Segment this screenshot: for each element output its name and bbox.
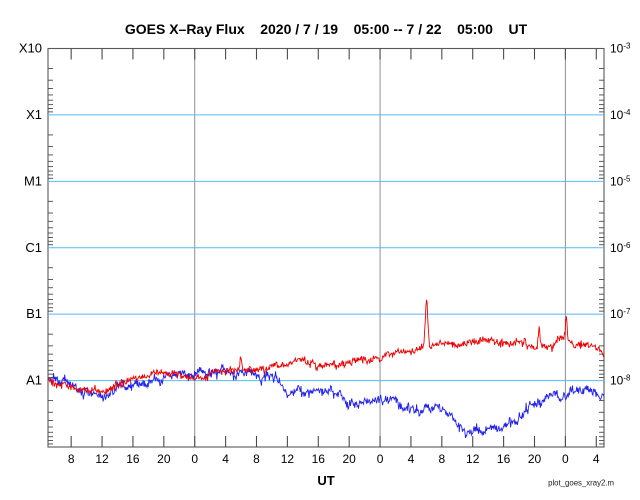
svg-text:20: 20 <box>157 452 171 466</box>
svg-text:16: 16 <box>312 452 326 466</box>
svg-text:8: 8 <box>253 452 260 466</box>
svg-text:X1: X1 <box>26 107 42 122</box>
svg-text:0: 0 <box>377 452 384 466</box>
svg-text:A1: A1 <box>26 373 42 388</box>
svg-text:GOES X–Ray Flux 2020 / 7 /: GOES X–Ray Flux 2020 / 7 / 19 05:00 -- 7… <box>125 21 528 37</box>
svg-text:0: 0 <box>191 452 198 466</box>
svg-text:16: 16 <box>126 452 140 466</box>
svg-text:16: 16 <box>497 452 511 466</box>
svg-text:12: 12 <box>95 452 109 466</box>
svg-text:4: 4 <box>222 452 229 466</box>
svg-text:UT: UT <box>317 473 334 488</box>
svg-text:12: 12 <box>466 452 480 466</box>
svg-text:8: 8 <box>438 452 445 466</box>
svg-text:C1: C1 <box>25 240 42 255</box>
svg-text:M1: M1 <box>24 173 42 188</box>
svg-text:4: 4 <box>408 452 415 466</box>
svg-text:0: 0 <box>562 452 569 466</box>
svg-text:20: 20 <box>342 452 356 466</box>
svg-text:20: 20 <box>528 452 542 466</box>
svg-text:plot_goes_xray2.m: plot_goes_xray2.m <box>548 478 614 487</box>
svg-text:12: 12 <box>281 452 295 466</box>
svg-text:X10: X10 <box>19 41 42 56</box>
svg-text:B1: B1 <box>26 306 42 321</box>
svg-text:8: 8 <box>68 452 75 466</box>
svg-text:4: 4 <box>593 452 600 466</box>
